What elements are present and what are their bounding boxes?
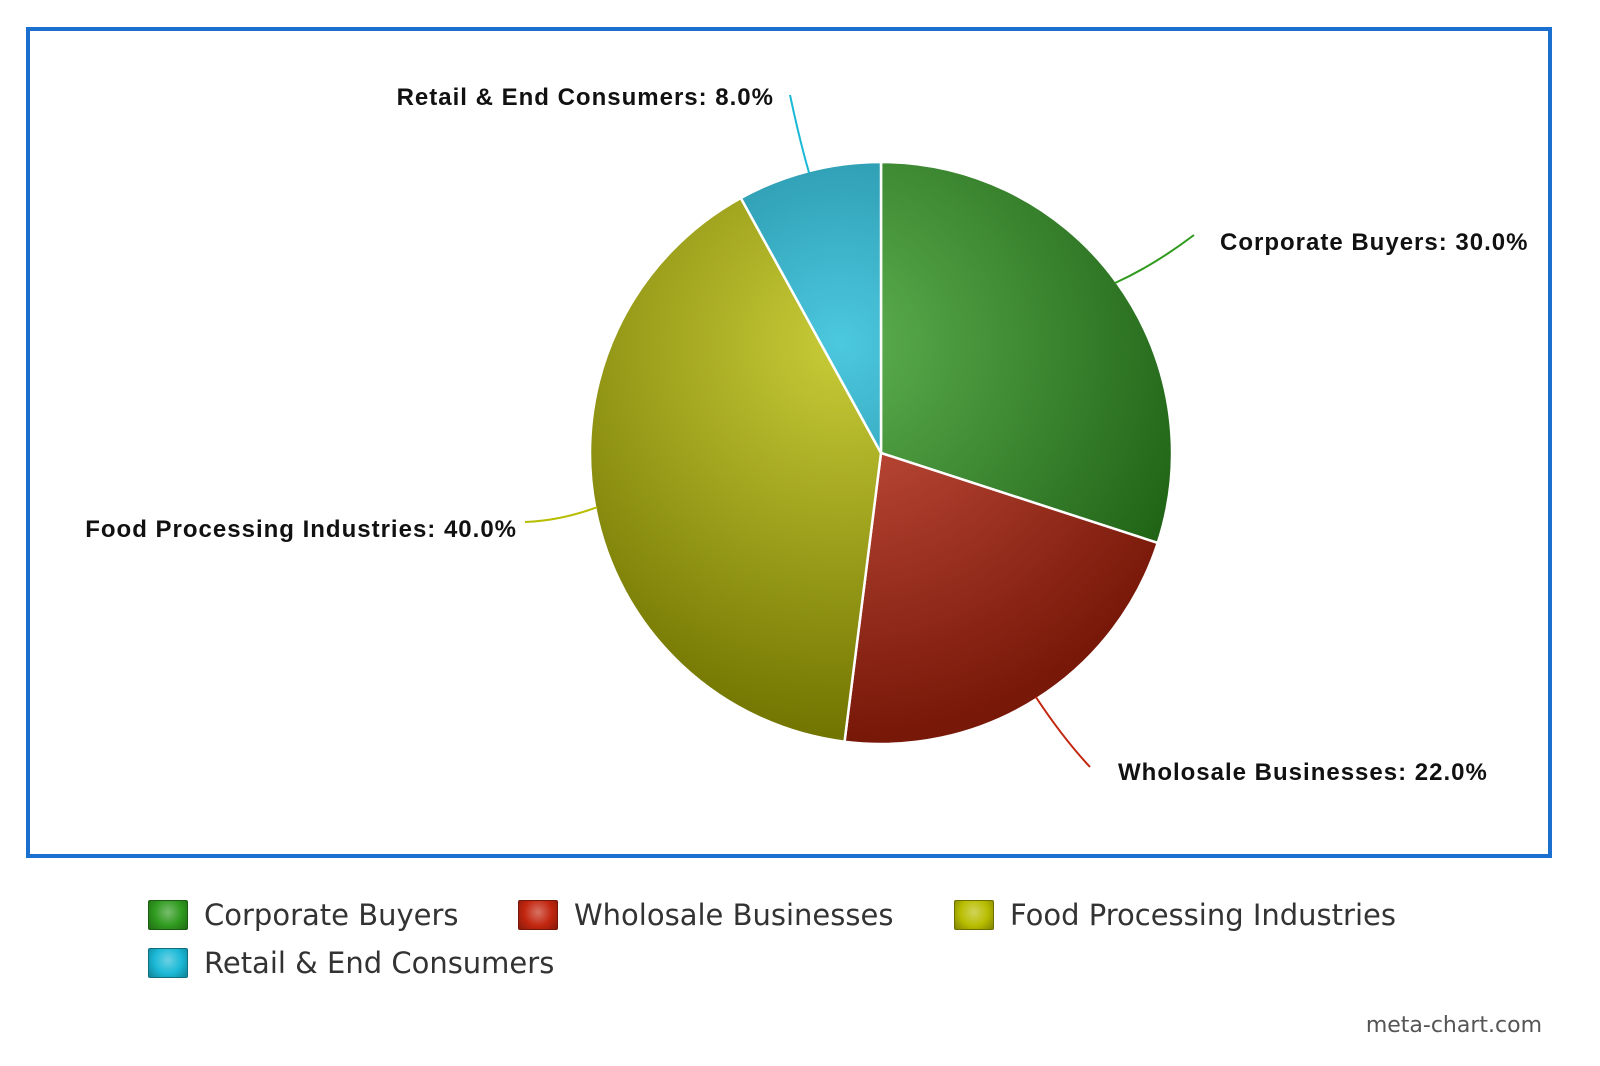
legend-swatch <box>518 900 558 930</box>
leader-line <box>1035 696 1091 768</box>
slice-label: Retail & End Consumers: 8.0% <box>397 84 774 111</box>
legend-item-corporate-buyers[interactable]: Corporate Buyers <box>148 895 459 935</box>
legend-label: Retail & End Consumers <box>204 946 555 980</box>
legend-item-retail-end-consumers[interactable]: Retail & End Consumers <box>148 943 554 983</box>
leader-lines <box>524 94 1195 768</box>
chart-frame: Corporate Buyers: 30.0% Wholosale Busines… <box>26 27 1552 858</box>
legend-swatch <box>954 900 994 930</box>
leader-line <box>1114 234 1195 285</box>
leader-line <box>524 506 598 523</box>
legend-label: Wholosale Businesses <box>574 898 894 932</box>
pie-chart: Corporate Buyers: 30.0% Wholosale Busines… <box>85 84 1528 786</box>
legend-swatch <box>148 948 188 978</box>
slice-label: Corporate Buyers: 30.0% <box>1220 229 1528 256</box>
slice-label: Food Processing Industries: 40.0% <box>85 516 517 543</box>
pie-slices <box>588 160 1174 746</box>
legend-swatch <box>148 900 188 930</box>
legend-label: Food Processing Industries <box>1010 898 1396 932</box>
legend-item-food-processing-industries[interactable]: Food Processing Industries <box>954 895 1396 935</box>
legend-label: Corporate Buyers <box>204 898 459 932</box>
leader-line <box>789 94 811 174</box>
credit-text[interactable]: meta-chart.com <box>1365 1013 1542 1038</box>
slice-labels: Corporate Buyers: 30.0% Wholosale Busines… <box>85 84 1528 786</box>
slice-label: Wholosale Businesses: 22.0% <box>1118 759 1488 786</box>
legend-item-wholosale-businesses[interactable]: Wholosale Businesses <box>518 895 893 935</box>
